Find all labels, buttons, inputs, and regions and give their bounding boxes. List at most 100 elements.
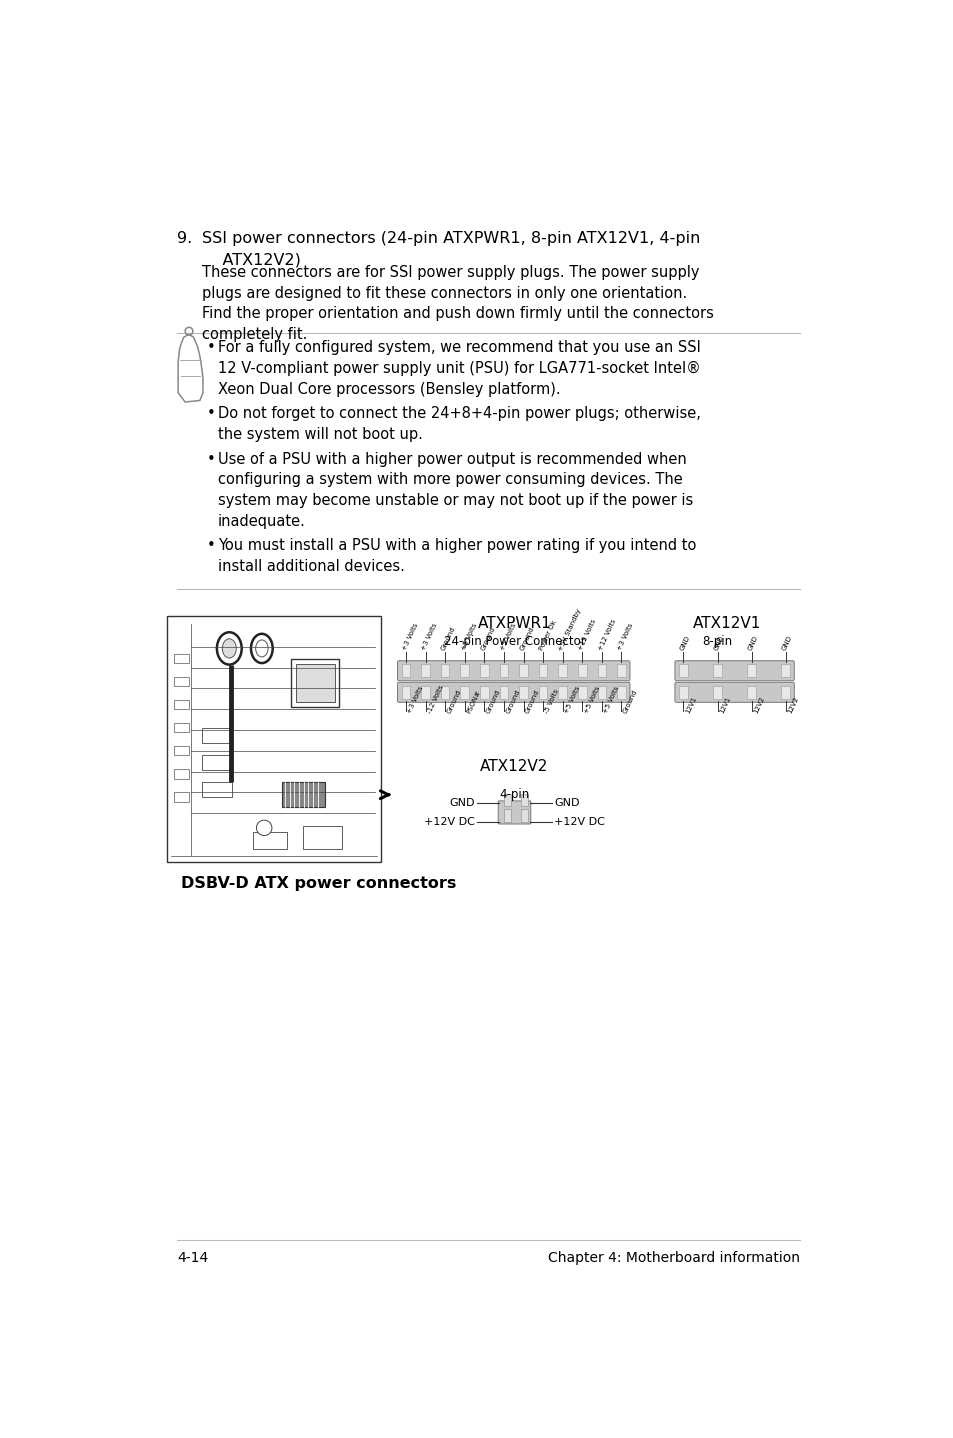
Text: Ground: Ground	[621, 689, 638, 715]
Text: PSON#: PSON#	[465, 689, 481, 715]
Text: Ground: Ground	[485, 689, 501, 715]
Text: 12V1: 12V1	[718, 695, 731, 715]
Bar	[460, 686, 469, 699]
Text: Power Ok: Power Ok	[537, 620, 558, 651]
Text: Ground: Ground	[504, 689, 520, 715]
Text: +5 Volts: +5 Volts	[459, 623, 477, 651]
Text: ATX12V2: ATX12V2	[479, 759, 548, 774]
Text: +5 Volts: +5 Volts	[498, 623, 517, 651]
Bar	[679, 664, 687, 677]
Ellipse shape	[216, 633, 241, 664]
Bar	[746, 664, 755, 677]
Text: Ground: Ground	[440, 626, 456, 651]
Text: GND: GND	[712, 634, 724, 651]
Text: +3 Volts: +3 Volts	[406, 684, 424, 715]
Text: •: •	[207, 407, 215, 421]
Text: These connectors are for SSI power supply plugs. The power supply: These connectors are for SSI power suppl…	[202, 265, 699, 280]
Text: +5V Standby: +5V Standby	[558, 607, 582, 651]
Text: Ground: Ground	[524, 689, 540, 715]
Bar	[781, 686, 789, 699]
Bar	[713, 686, 721, 699]
FancyBboxPatch shape	[674, 682, 794, 702]
Text: ATX12V1: ATX12V1	[692, 615, 760, 631]
Text: 4-pin: 4-pin	[498, 788, 529, 801]
Bar	[173, 792, 189, 801]
Text: SSI power connectors (24-pin ATXPWR1, 8-pin ATX12V1, 4-pin: SSI power connectors (24-pin ATXPWR1, 8-…	[202, 232, 700, 246]
Bar	[679, 686, 687, 699]
Bar	[291, 659, 339, 707]
Bar	[202, 782, 232, 797]
Text: inadequate.: inadequate.	[217, 513, 305, 529]
Text: You must install a PSU with a higher power rating if you intend to: You must install a PSU with a higher pow…	[217, 538, 696, 554]
Bar	[479, 664, 488, 677]
Text: GND: GND	[679, 634, 690, 651]
Bar	[781, 664, 789, 677]
Bar	[440, 664, 449, 677]
Bar	[597, 686, 605, 699]
Text: +12V DC: +12V DC	[554, 817, 604, 827]
FancyBboxPatch shape	[397, 682, 629, 702]
Bar	[518, 686, 527, 699]
Ellipse shape	[255, 640, 268, 657]
Bar	[617, 686, 625, 699]
FancyBboxPatch shape	[674, 660, 794, 680]
Bar	[538, 686, 547, 699]
Bar	[538, 664, 547, 677]
Bar	[558, 686, 566, 699]
Bar	[202, 728, 232, 743]
Bar	[617, 664, 625, 677]
Text: +12V DC: +12V DC	[424, 817, 475, 827]
Bar	[401, 664, 410, 677]
Text: •: •	[207, 538, 215, 554]
Text: the system will not boot up.: the system will not boot up.	[217, 427, 422, 441]
Text: +5 Volts: +5 Volts	[563, 684, 580, 715]
Text: +12 Volts: +12 Volts	[577, 618, 597, 651]
FancyBboxPatch shape	[497, 801, 530, 824]
Text: Ground: Ground	[445, 689, 462, 715]
Bar	[173, 677, 189, 686]
Text: Ground: Ground	[479, 626, 496, 651]
Text: DSBV-D ATX power connectors: DSBV-D ATX power connectors	[181, 876, 456, 892]
Text: -12 Volts: -12 Volts	[426, 684, 444, 715]
Text: +5 Volts: +5 Volts	[602, 684, 619, 715]
Bar	[202, 755, 232, 771]
Bar	[503, 794, 511, 807]
Bar	[173, 654, 189, 663]
Text: Find the proper orientation and push down firmly until the connectors: Find the proper orientation and push dow…	[202, 306, 713, 322]
Text: 12V1: 12V1	[683, 695, 697, 715]
Bar	[421, 664, 430, 677]
Bar	[253, 831, 287, 848]
Bar	[499, 664, 508, 677]
Text: For a fully configured system, we recommend that you use an SSI: For a fully configured system, we recomm…	[217, 341, 700, 355]
Text: plugs are designed to fit these connectors in only one orientation.: plugs are designed to fit these connecto…	[202, 286, 687, 301]
Bar	[282, 782, 324, 807]
Text: configuring a system with more power consuming devices. The: configuring a system with more power con…	[217, 473, 681, 487]
Ellipse shape	[222, 638, 236, 659]
Text: 12V2: 12V2	[785, 695, 799, 715]
Text: +12 Volts: +12 Volts	[597, 618, 617, 651]
Bar	[558, 664, 566, 677]
Circle shape	[256, 820, 272, 835]
Bar	[578, 686, 586, 699]
Text: •: •	[207, 452, 215, 467]
Text: GND: GND	[781, 634, 792, 651]
Text: Xeon Dual Core processors (Bensley platform).: Xeon Dual Core processors (Bensley platf…	[217, 383, 559, 397]
Bar	[578, 664, 586, 677]
Bar	[479, 686, 488, 699]
Text: GND: GND	[746, 634, 759, 651]
Bar	[295, 664, 335, 702]
Bar	[460, 664, 469, 677]
Text: +3 Volts: +3 Volts	[420, 623, 438, 651]
Bar	[518, 664, 527, 677]
FancyBboxPatch shape	[397, 660, 629, 680]
Text: 8-pin: 8-pin	[701, 636, 731, 649]
Bar	[167, 615, 381, 863]
Text: GND: GND	[554, 798, 578, 808]
Bar	[173, 700, 189, 709]
Bar	[520, 810, 528, 821]
Text: 12V2: 12V2	[752, 695, 764, 715]
Bar	[421, 686, 430, 699]
Text: install additional devices.: install additional devices.	[217, 559, 404, 574]
Text: Do not forget to connect the 24+8+4-pin power plugs; otherwise,: Do not forget to connect the 24+8+4-pin …	[217, 407, 700, 421]
Text: +5 Volts: +5 Volts	[582, 684, 600, 715]
